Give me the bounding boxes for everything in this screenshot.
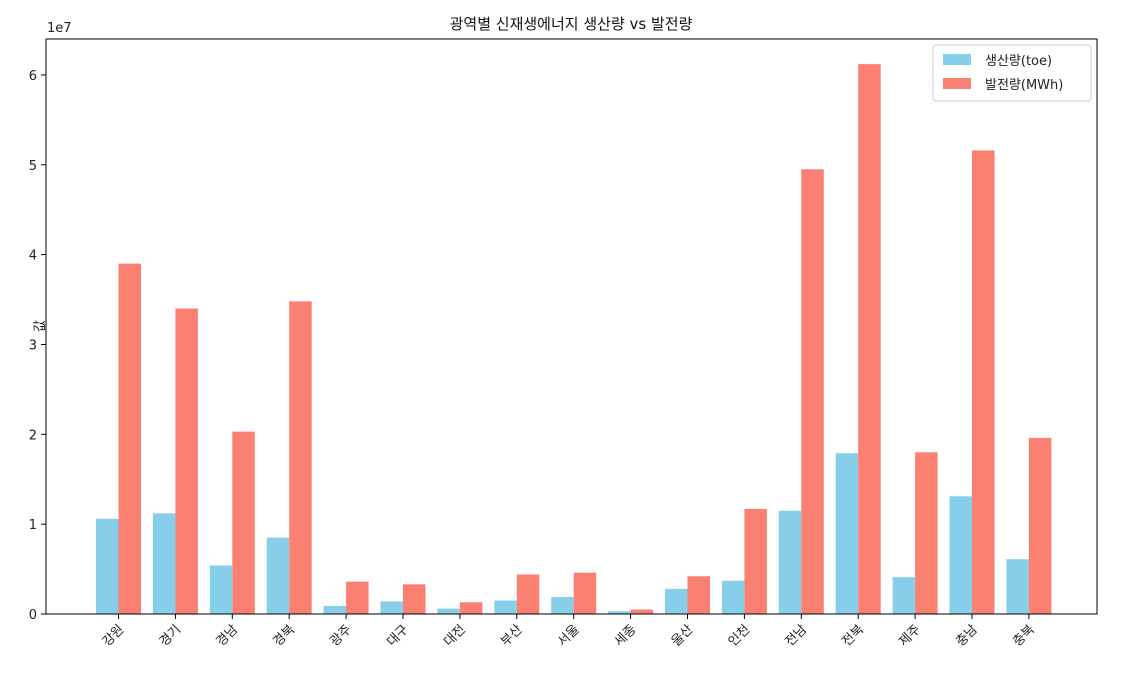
x-tick-label: 전북 — [840, 622, 868, 650]
bar-production-9 — [608, 611, 631, 614]
x-tick-label: 경남 — [214, 622, 242, 650]
bar-production-12 — [778, 510, 802, 614]
x-ticks-layer: 강원 경기 경남 경북 광주 대구 대전 부산 서울 세종 울산 인천 전남 전북 제주 충남 충북 — [100, 614, 1038, 650]
x-tick-label: 광주 — [327, 622, 355, 650]
bar-production-16 — [1006, 559, 1029, 614]
bar-production-5 — [380, 601, 403, 614]
x-tick-label: 충남 — [953, 622, 981, 650]
bar-production-3 — [266, 537, 290, 614]
y-tick-label: 5 — [29, 159, 37, 174]
x-tick-label: 강원 — [100, 622, 128, 650]
bar-generation-3 — [289, 301, 312, 614]
bar-generation-12 — [801, 169, 824, 614]
y-tick-label: 6 — [29, 69, 37, 84]
x-tick-label: 울산 — [669, 622, 697, 650]
bar-generation-8 — [573, 572, 597, 614]
bar-generation-9 — [630, 609, 654, 614]
x-tick-label: 전남 — [783, 622, 811, 650]
bar-production-15 — [949, 496, 972, 614]
bar-generation-15 — [972, 150, 995, 614]
y-ticks-layer: 0 1 2 3 4 5 6 — [29, 69, 46, 623]
legend-label-production: 생산량(toe) — [985, 54, 1052, 69]
bar-production-11 — [721, 580, 745, 614]
bar-production-2 — [209, 565, 233, 614]
bar-production-13 — [835, 453, 859, 614]
bar-production-1 — [152, 513, 176, 615]
bar-production-4 — [323, 605, 347, 614]
bar-generation-13 — [858, 64, 881, 614]
x-tick-label: 서울 — [555, 622, 583, 650]
y-tick-label: 2 — [29, 428, 37, 443]
legend-box — [932, 44, 1092, 102]
y-tick-label: 4 — [29, 249, 37, 264]
x-tick-label: 대구 — [384, 622, 412, 650]
x-tick-label: 세종 — [612, 622, 640, 650]
bar-production-7 — [494, 600, 517, 614]
bar-production-14 — [892, 577, 916, 614]
bar-generation-11 — [744, 508, 767, 614]
x-tick-label: 대전 — [441, 622, 469, 650]
legend-label-generation: 발전량(MWh) — [985, 78, 1063, 93]
bar-production-0 — [96, 518, 119, 614]
chart-title: 광역별 신재생에너지 생산량 vs 발전량 — [450, 15, 693, 33]
bar-production-8 — [551, 596, 574, 614]
legend-swatch-production — [943, 54, 971, 65]
legend: 생산량(toe) 발전량(MWh) — [932, 44, 1092, 102]
y-offset-label: 1e7 — [47, 21, 72, 36]
plot-frame — [45, 38, 1098, 615]
y-tick-label: 0 — [29, 608, 37, 623]
bar-generation-5 — [403, 584, 426, 614]
bar-production-10 — [665, 588, 688, 614]
y-tick-label: 3 — [29, 338, 37, 353]
bars-layer — [96, 64, 1052, 615]
bar-generation-2 — [232, 431, 255, 614]
bar-generation-10 — [687, 576, 710, 614]
x-tick-label: 경기 — [157, 622, 185, 650]
bar-generation-7 — [516, 574, 540, 614]
bar-generation-16 — [1028, 437, 1052, 614]
y-axis-label: 값 — [33, 320, 48, 332]
y-tick-label: 1 — [29, 518, 37, 533]
bar-generation-1 — [175, 308, 198, 614]
bar-production-6 — [437, 608, 460, 614]
x-tick-label: 제주 — [896, 622, 924, 650]
x-tick-label: 경북 — [271, 622, 299, 650]
bar-generation-0 — [118, 263, 141, 614]
x-tick-label: 부산 — [498, 622, 526, 650]
bar-generation-14 — [915, 452, 938, 614]
legend-swatch-generation — [943, 78, 971, 89]
bar-generation-6 — [459, 602, 483, 614]
bar-generation-4 — [346, 581, 369, 614]
x-tick-label: 인천 — [726, 622, 754, 650]
x-tick-label: 충북 — [1010, 622, 1038, 650]
